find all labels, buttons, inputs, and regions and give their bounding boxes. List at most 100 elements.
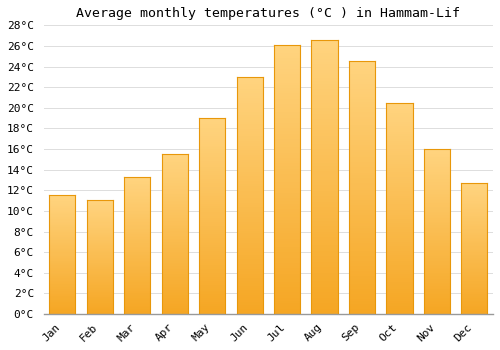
Bar <box>236 188 262 191</box>
Bar <box>312 97 338 100</box>
Bar <box>86 232 113 233</box>
Bar <box>349 155 375 158</box>
Bar <box>461 209 487 211</box>
Bar <box>461 282 487 284</box>
Bar <box>349 175 375 177</box>
Bar <box>199 157 226 159</box>
Bar <box>50 309 76 310</box>
Bar <box>424 162 450 164</box>
Bar <box>50 206 76 207</box>
Bar <box>461 281 487 282</box>
Bar <box>312 191 338 193</box>
Bar <box>236 96 262 98</box>
Bar <box>86 289 113 290</box>
Bar <box>50 218 76 219</box>
Bar <box>124 202 150 203</box>
Bar <box>199 134 226 136</box>
Bar <box>162 295 188 296</box>
Bar <box>86 259 113 260</box>
Bar <box>236 86 262 89</box>
Bar <box>274 276 300 279</box>
Bar <box>424 237 450 238</box>
Bar <box>236 141 262 143</box>
Bar <box>50 310 76 312</box>
Bar <box>199 198 226 201</box>
Bar <box>124 250 150 251</box>
Bar <box>86 229 113 230</box>
Bar <box>424 172 450 174</box>
Bar <box>236 219 262 222</box>
Bar <box>86 282 113 283</box>
Bar <box>236 146 262 148</box>
Bar <box>349 114 375 117</box>
Bar <box>124 272 150 273</box>
Bar <box>199 234 226 236</box>
Bar <box>86 275 113 276</box>
Bar <box>236 205 262 207</box>
Bar <box>50 273 76 274</box>
Bar <box>386 166 412 168</box>
Bar <box>461 187 487 188</box>
Bar <box>86 258 113 259</box>
Bar <box>124 284 150 285</box>
Bar <box>50 293 76 294</box>
Bar <box>50 296 76 297</box>
Bar <box>124 311 150 313</box>
Bar <box>124 255 150 257</box>
Bar <box>124 257 150 258</box>
Bar <box>162 258 188 260</box>
Bar <box>461 310 487 312</box>
Bar <box>124 206 150 207</box>
Bar <box>162 269 188 271</box>
Bar <box>424 149 450 151</box>
Bar <box>86 260 113 261</box>
Bar <box>50 232 76 233</box>
Bar <box>236 215 262 217</box>
Bar <box>50 275 76 276</box>
Bar <box>349 183 375 185</box>
Bar <box>236 274 262 276</box>
Bar <box>312 300 338 303</box>
Bar <box>424 151 450 152</box>
Bar <box>349 208 375 210</box>
Bar <box>86 205 113 206</box>
Bar <box>199 257 226 259</box>
Bar <box>424 250 450 251</box>
Bar <box>50 268 76 269</box>
Bar <box>424 214 450 215</box>
Bar <box>349 218 375 220</box>
Bar <box>162 184 188 186</box>
Bar <box>386 208 412 210</box>
Bar <box>312 108 338 111</box>
Bar <box>50 294 76 295</box>
Bar <box>461 276 487 277</box>
Bar <box>349 190 375 193</box>
Bar <box>424 177 450 179</box>
Bar <box>461 233 487 234</box>
Bar <box>162 301 188 303</box>
Bar <box>236 200 262 203</box>
Bar <box>274 142 300 145</box>
Bar <box>274 128 300 131</box>
Bar <box>86 301 113 303</box>
Bar <box>86 307 113 308</box>
Bar <box>461 259 487 260</box>
Bar <box>199 283 226 285</box>
Bar <box>86 310 113 312</box>
Bar <box>312 185 338 188</box>
Bar <box>50 233 76 235</box>
Bar <box>274 260 300 263</box>
Bar <box>349 97 375 99</box>
Bar <box>236 295 262 298</box>
Bar <box>386 200 412 202</box>
Bar <box>162 274 188 276</box>
Bar <box>162 255 188 257</box>
Bar <box>236 217 262 219</box>
Bar <box>424 203 450 205</box>
Bar <box>386 299 412 301</box>
Bar <box>274 64 300 66</box>
Bar <box>86 312 113 313</box>
Bar <box>424 233 450 235</box>
Bar <box>50 292 76 293</box>
Bar <box>424 283 450 284</box>
